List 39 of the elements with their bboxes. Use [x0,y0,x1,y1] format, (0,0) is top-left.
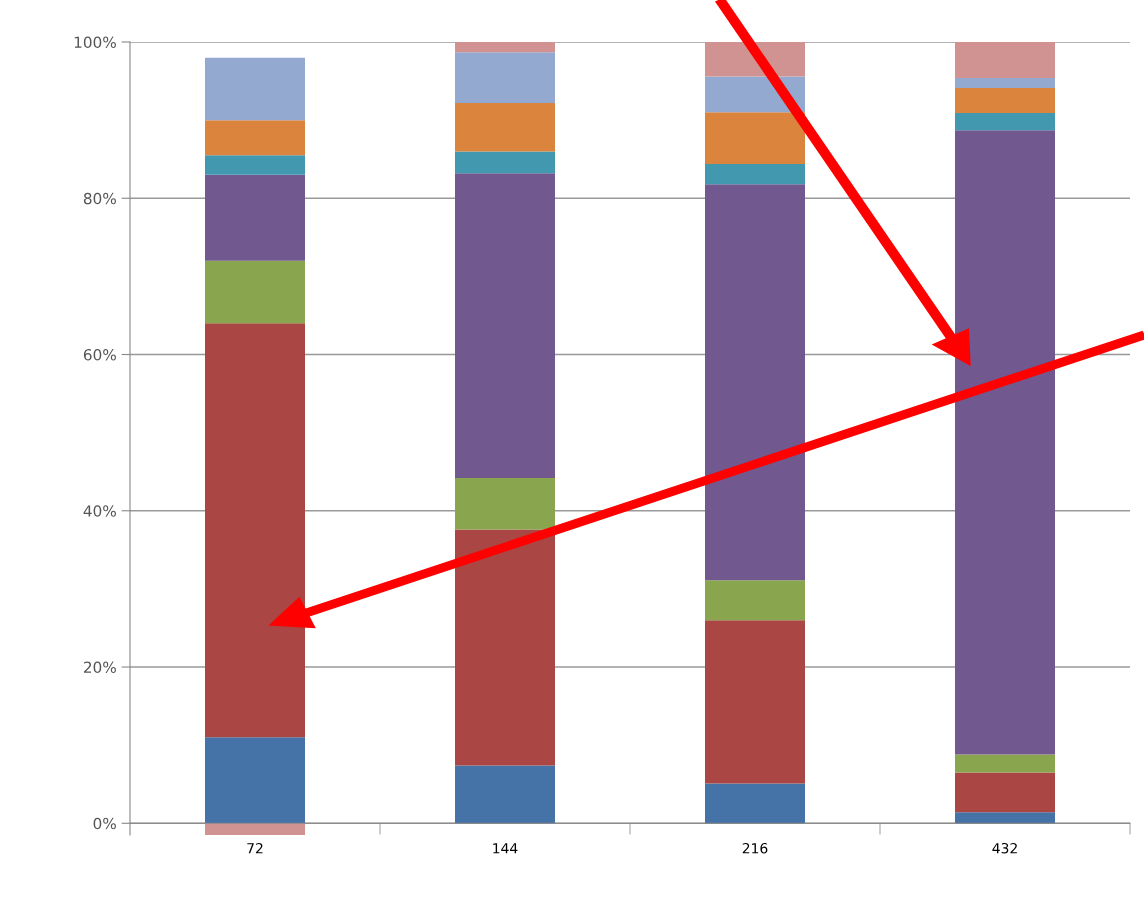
bar [455,151,555,174]
bar [455,52,555,103]
x-tick-label: 216 [742,842,768,854]
bar [955,754,1055,773]
bar [455,102,555,152]
bar [205,174,305,261]
bar [455,477,555,530]
bar [955,113,1055,131]
bar [205,323,305,738]
bar [455,173,555,478]
bar [455,529,555,766]
bar [205,737,305,824]
x-tick-label: 144 [493,843,518,854]
y-tick-label: 40% [83,505,116,517]
bar [705,112,805,164]
bar [205,260,305,324]
y-tick-label: 100% [74,36,116,49]
bar [205,155,305,175]
y-tick-label: 60% [83,348,116,361]
y-tick-label: 0% [93,817,116,830]
bar [955,772,1055,813]
bar [205,120,305,156]
bar [455,42,555,53]
bar [705,783,805,824]
bar [955,42,1055,78]
bar [705,580,805,621]
bar [455,765,555,824]
x-tick-label: 72 [247,842,263,854]
bar [955,88,1055,114]
bar [205,823,305,835]
x-tick-label: 432 [992,842,1017,854]
bar [955,812,1055,824]
bar [705,620,805,784]
bar [955,77,1055,89]
y-tick-label: 20% [83,661,116,674]
bar [205,57,305,121]
bar [705,163,805,185]
bar [955,130,1055,755]
y-tick-label: 80% [83,192,116,205]
